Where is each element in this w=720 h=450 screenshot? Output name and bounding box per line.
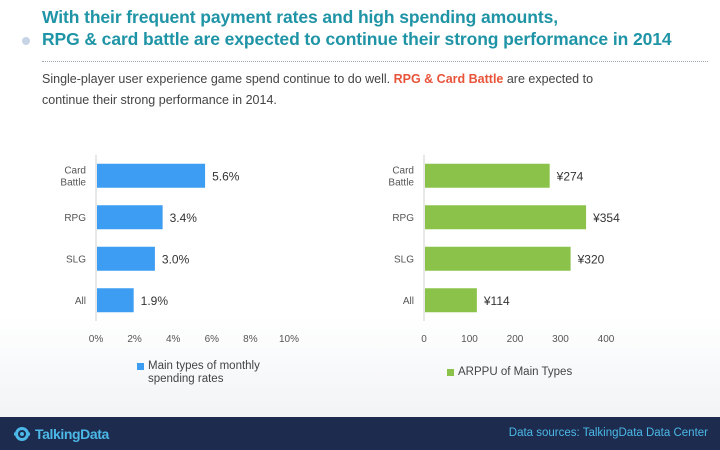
talkingdata-logo: TalkingData (12, 425, 109, 443)
arppu-value-label: ¥320 (577, 252, 605, 266)
spending-rate-tick-label: 6% (205, 334, 220, 345)
subtitle-highlight: RPG & Card Battle (393, 72, 504, 86)
spending-rate-category-label: SLG (66, 254, 86, 265)
legend-swatch (137, 363, 144, 370)
arppu-bar (425, 163, 550, 188)
arppu-category-label: RPG (392, 213, 414, 224)
title-divider (42, 61, 708, 62)
spending-rate-tick-label: 2% (127, 334, 142, 345)
legend-swatch (447, 369, 454, 376)
logo-text: TalkingData (35, 426, 109, 442)
spending-rate-category-label: RPG (64, 213, 86, 224)
subtitle-text-end: are expected to continue their strong pe… (42, 72, 594, 107)
subtitle-text: Single-player user experience game spend… (42, 72, 391, 86)
charts-canvas: Card Battle 5.6% RPG 3.4% SLG 3.0% All 1.9% 0% 2% 4… (60, 155, 620, 345)
spending-rate-tick-label: 0% (89, 334, 104, 345)
spending-rate-category-label: Card Battle (60, 165, 86, 188)
arppu-tick-label: 200 (507, 334, 524, 345)
spending-rate-bar (97, 205, 163, 230)
spending-rate-bar (97, 288, 134, 313)
arppu-category-label: All (403, 296, 414, 307)
arppu-category-label: Card Battle (388, 165, 414, 188)
arppu-tick-label: 400 (598, 334, 615, 345)
spending-rate-value-label: 1.9% (141, 294, 169, 308)
legend-label: Main types of monthly spending rates (148, 360, 260, 385)
arppu-tick-label: 300 (552, 334, 569, 345)
spending-rate-value-label: 5.6% (212, 169, 240, 183)
arppu-value-label: ¥354 (592, 211, 620, 225)
subtitle: Single-player user experience game spend… (42, 69, 642, 111)
spending-rate-category-label: All (75, 296, 86, 307)
legend-label: ARPPU of Main Types (458, 366, 573, 378)
talkingdata-logo-icon (14, 427, 30, 441)
title-line-2: RPG & card battle are expected to contin… (42, 29, 672, 49)
spending-rate-tick-label: 4% (166, 334, 181, 345)
arppu-value-label: ¥114 (483, 294, 510, 308)
title-line-1: With their frequent payment rates and hi… (42, 7, 558, 27)
arppu-bar (425, 246, 571, 271)
arppu-value-label: ¥274 (556, 169, 584, 183)
spending-rate-bar (97, 246, 155, 271)
spending-rate-tick-label: 10% (279, 334, 299, 345)
legend-arppu: ARPPU of Main Types (447, 366, 647, 379)
page-title: With their frequent payment rates and hi… (42, 6, 702, 50)
spending-rate-value-label: 3.4% (170, 211, 198, 225)
legend-spending-rates: Main types of monthly spending rates (137, 360, 287, 386)
arppu-category-label: SLG (394, 254, 414, 265)
spending-rate-tick-label: 8% (243, 334, 258, 345)
title-bullet (22, 37, 30, 45)
spending-rate-bar (97, 163, 206, 188)
footer-bar: TalkingData Data sources: TalkingData Da… (0, 417, 720, 450)
arppu-tick-label: 0 (421, 334, 427, 345)
data-source: Data sources: TalkingData Data Center (508, 427, 708, 439)
spending-rate-value-label: 3.0% (162, 252, 190, 266)
arppu-tick-label: 100 (461, 334, 478, 345)
arppu-bar (425, 205, 587, 230)
arppu-bar (425, 288, 477, 313)
